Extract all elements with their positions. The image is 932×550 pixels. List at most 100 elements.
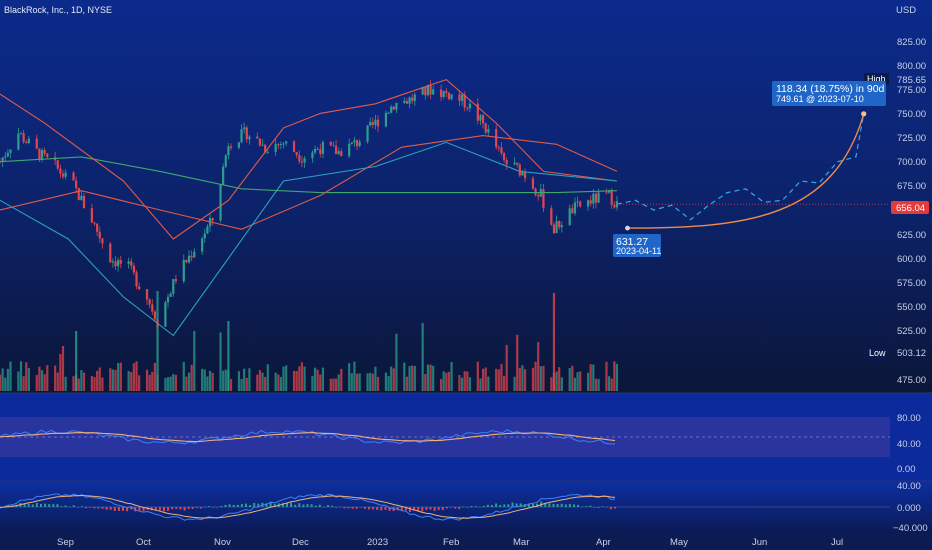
candle-body — [555, 221, 557, 233]
volume-bar — [500, 364, 502, 391]
macd-histogram-bar — [159, 507, 161, 511]
volume-bar — [597, 379, 599, 391]
price-tick: 525.00 — [897, 326, 926, 337]
volume-bar — [495, 369, 497, 391]
volume-bar — [93, 377, 95, 391]
candle-body — [248, 137, 250, 140]
volume-bar — [23, 376, 25, 391]
macd-histogram-bar — [598, 507, 600, 508]
candle-body — [613, 205, 615, 207]
candle-body — [498, 147, 500, 148]
volume-bar — [41, 370, 43, 391]
volume-bar — [440, 379, 442, 391]
volume-bar — [117, 363, 119, 391]
macd-histogram-bar — [425, 507, 427, 510]
macd-histogram-bar — [356, 507, 358, 509]
candle-body — [172, 279, 174, 294]
chart-title: BlackRock, Inc., 1D, NYSE — [4, 5, 112, 15]
macd-histogram-bar — [569, 504, 571, 507]
volume-bar — [332, 379, 334, 391]
macd-histogram-bar — [56, 504, 58, 507]
candle-body — [576, 202, 578, 203]
volume-bar — [46, 365, 48, 391]
macd-histogram-bar — [462, 507, 464, 508]
volume-bar — [101, 378, 103, 391]
volume-bar — [156, 291, 158, 391]
volume-bar — [461, 378, 463, 391]
candle-body — [393, 107, 395, 110]
price-tick: 600.00 — [897, 254, 926, 265]
candle-body — [487, 129, 489, 133]
macd-histogram-bar — [466, 507, 468, 508]
candle-body — [93, 222, 95, 223]
macd-histogram-bar — [585, 506, 587, 507]
candle-body — [151, 304, 153, 311]
volume-bar — [571, 366, 573, 391]
candle-body — [296, 152, 298, 155]
volume-bar — [605, 362, 607, 391]
candle-body — [550, 208, 552, 224]
macd-histogram-bar — [184, 507, 186, 511]
date-tick: Sep — [57, 537, 74, 548]
macd-histogram-bar — [216, 507, 218, 508]
candle-body — [261, 145, 263, 146]
volume-bar — [574, 378, 576, 391]
volume-bar — [477, 362, 479, 391]
volume-bar — [264, 377, 266, 391]
volume-bar — [353, 362, 355, 391]
volume-bar — [188, 373, 190, 391]
macd-histogram-bar — [430, 507, 432, 509]
volume-bar — [521, 365, 523, 391]
candle-body — [537, 195, 539, 196]
volume-bar — [44, 374, 46, 391]
macd-histogram-bar — [48, 504, 50, 507]
candle-body — [46, 154, 48, 157]
volume-bar — [72, 376, 74, 391]
volume-bar — [120, 363, 122, 391]
volume-bar — [28, 368, 30, 391]
candle-body — [219, 184, 221, 220]
volume-bar — [293, 371, 295, 391]
candle-body — [579, 202, 581, 207]
candle-body — [130, 261, 132, 265]
volume-bar — [387, 376, 389, 391]
projection-end-point — [861, 111, 866, 116]
volume-bar — [348, 363, 350, 391]
macd-histogram-bar — [102, 507, 104, 509]
volume-bar — [513, 377, 515, 391]
candle-body — [164, 302, 166, 326]
volume-bar — [322, 368, 324, 391]
candle-body — [338, 151, 340, 154]
macd-histogram-bar — [368, 507, 370, 509]
candle-body — [167, 297, 169, 302]
volume-bar — [301, 362, 303, 391]
candle-body — [193, 252, 195, 258]
osc2-tick: −40.000 — [893, 523, 928, 534]
macd-histogram-bar — [503, 504, 505, 507]
candle-body — [587, 200, 589, 206]
candle-body — [44, 150, 46, 154]
candle-body — [20, 133, 22, 134]
price-tick: 575.00 — [897, 278, 926, 289]
volume-bar — [403, 363, 405, 391]
macd-histogram-bar — [339, 507, 341, 508]
candle-body — [348, 144, 350, 156]
macd-histogram-bar — [602, 506, 604, 507]
macd-histogram-bar — [245, 504, 247, 507]
volume-bar — [432, 366, 434, 391]
candle-body — [9, 150, 11, 153]
volume-bar — [151, 372, 153, 391]
date-tick: Apr — [596, 537, 611, 548]
candle-body — [322, 142, 324, 154]
low-tag-label: Low — [869, 348, 886, 358]
candle-body — [500, 147, 502, 153]
candle-body — [485, 123, 487, 132]
volume-bar — [408, 366, 410, 391]
volume-bar — [587, 373, 589, 391]
volume-bar — [374, 367, 376, 391]
volume-bar — [611, 379, 613, 391]
date-tick: Jul — [831, 537, 843, 548]
volume-bar — [109, 368, 111, 391]
volume-bar — [558, 367, 560, 391]
